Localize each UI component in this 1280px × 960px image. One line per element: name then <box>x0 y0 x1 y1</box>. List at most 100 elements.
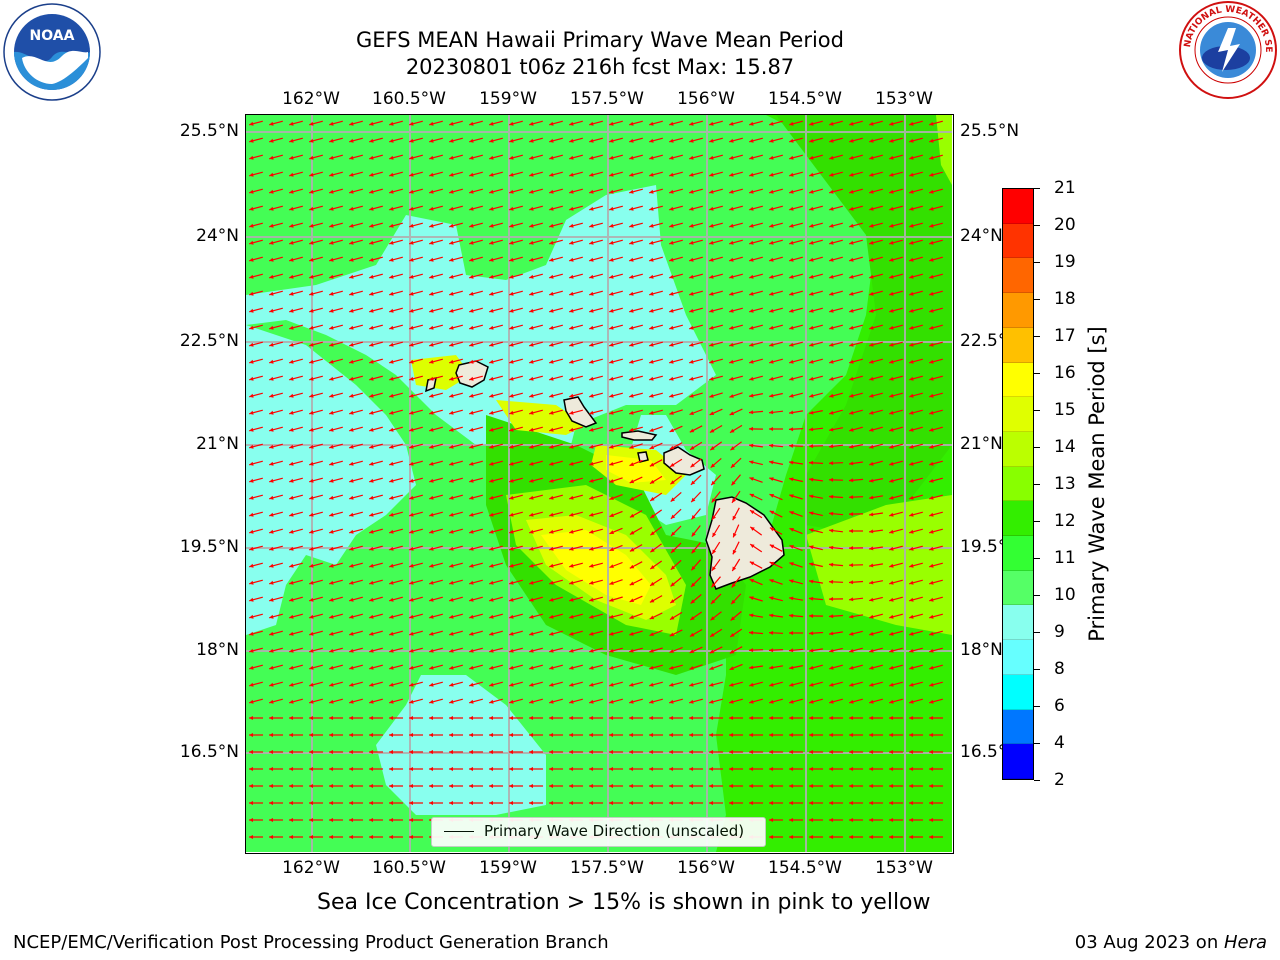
wave-arrow-head <box>369 342 374 347</box>
wave-arrow-head <box>650 497 655 501</box>
wave-arrow-head <box>489 121 494 126</box>
wave-arrow-head <box>829 597 833 601</box>
wave-arrow-head <box>329 444 334 449</box>
wave-arrow-head <box>529 291 534 296</box>
wave-arrow-head <box>749 460 754 465</box>
wave-arrow-head <box>829 631 834 636</box>
lon-tick-top: 157.5°W <box>570 89 644 109</box>
wave-arrow-head <box>689 393 694 398</box>
wave-arrow-head <box>289 172 294 177</box>
wave-arrow-head <box>789 699 794 704</box>
wave-arrow-head <box>529 512 534 517</box>
wave-arrow-head <box>569 121 574 126</box>
wave-arrow-head <box>509 206 514 211</box>
wave-arrow-head <box>749 121 754 126</box>
wave-arrow-head <box>249 478 254 483</box>
wave-arrow-head <box>549 495 554 500</box>
wave-arrow-head <box>309 614 314 619</box>
wave-arrow-head <box>749 596 754 601</box>
wave-arrow-head <box>789 767 793 771</box>
wave-arrow-head <box>869 291 874 296</box>
wave-arrow-head <box>289 784 293 788</box>
wave-arrow-head <box>889 495 894 500</box>
wave-arrow-head <box>829 257 834 262</box>
wave-arrow-head <box>409 546 414 551</box>
wave-arrow-head <box>809 427 814 432</box>
wave-arrow-head <box>489 240 494 245</box>
wave-arrow-head <box>389 512 394 517</box>
wave-arrow-head <box>409 563 414 568</box>
wave-arrow-head <box>769 257 774 262</box>
wave-arrow-head <box>329 682 334 687</box>
wave-arrow-head <box>609 530 614 534</box>
wave-arrow-head <box>309 376 314 381</box>
wave-arrow-head <box>489 597 494 602</box>
wave-arrow-head <box>389 444 394 449</box>
wave-arrow-head <box>869 410 874 415</box>
wave-arrow-head <box>569 529 574 534</box>
map-panel: Primary Wave Direction (unscaled) <box>245 114 954 854</box>
wave-arrow-head <box>829 733 833 737</box>
wave-arrow-head <box>750 526 755 531</box>
wave-arrow-head <box>509 750 513 754</box>
wave-arrow-head <box>269 512 274 517</box>
wave-arrow-head <box>889 784 893 788</box>
colorbar-tick-label: 15 <box>1054 400 1076 420</box>
wave-arrow-head <box>369 665 374 670</box>
colorbar-tick-mark <box>1034 299 1040 300</box>
wave-arrow-head <box>869 512 874 517</box>
wave-arrow-head <box>669 308 674 313</box>
wave-arrow-head <box>869 478 874 483</box>
wave-arrow-head <box>549 444 554 449</box>
wave-arrow-head <box>629 223 634 228</box>
wave-arrow-head <box>249 682 254 687</box>
wave-arrow-head <box>449 444 454 449</box>
wave-arrow-head <box>429 801 433 805</box>
wave-arrow-head <box>829 410 834 415</box>
wave-arrow-head <box>349 121 354 126</box>
wave-arrow-head <box>629 598 634 602</box>
wave-arrow-head <box>449 206 454 211</box>
wave-arrow-head <box>549 512 554 517</box>
wave-arrow-head <box>349 206 354 211</box>
wave-arrow-head <box>569 699 574 704</box>
wave-arrow-head <box>369 291 374 296</box>
wave-arrow-head <box>349 410 354 415</box>
wave-arrow-head <box>349 648 354 653</box>
wave-arrow-head <box>689 308 694 313</box>
wave-arrow-head <box>329 359 334 364</box>
wave-arrow-head <box>509 257 514 262</box>
wave-arrow-head <box>569 444 574 449</box>
wave-arrow-head <box>269 257 274 262</box>
wave-arrow-head <box>889 257 894 262</box>
footer-org: NCEP/EMC/Verification Post Processing Pr… <box>13 932 609 953</box>
wave-arrow-head <box>669 428 674 432</box>
wave-arrow-head <box>269 138 274 143</box>
wave-arrow-head <box>289 121 294 126</box>
wave-arrow-head <box>729 394 734 398</box>
wave-arrow-head <box>289 750 293 754</box>
wave-arrow-head <box>929 308 934 313</box>
wave-arrow-head <box>329 835 333 839</box>
wave-arrow-head <box>729 649 735 654</box>
colorbar-tick-mark <box>1034 225 1040 226</box>
wave-arrow-head <box>429 699 434 704</box>
wave-arrow-head <box>749 665 754 670</box>
wave-arrow-head <box>889 682 894 687</box>
wave-arrow-head <box>569 461 574 466</box>
wave-arrow-head <box>729 240 734 245</box>
wave-arrow-head <box>349 291 354 296</box>
wave-arrow-head <box>829 716 833 720</box>
wave-arrow-head <box>429 614 434 619</box>
wave-arrow-head <box>269 835 273 839</box>
wave-arrow-head <box>269 597 274 602</box>
wave-arrow-head <box>509 342 514 347</box>
wave-arrow-head <box>449 631 454 636</box>
wave-arrow-head <box>889 291 894 296</box>
wave-arrow-head <box>710 632 715 637</box>
wave-arrow-head <box>789 291 794 296</box>
noaa-logo: NOAA <box>2 2 102 102</box>
wave-arrow-head <box>669 172 674 177</box>
wave-arrow-head <box>469 801 473 805</box>
wave-arrow-head <box>329 767 333 771</box>
